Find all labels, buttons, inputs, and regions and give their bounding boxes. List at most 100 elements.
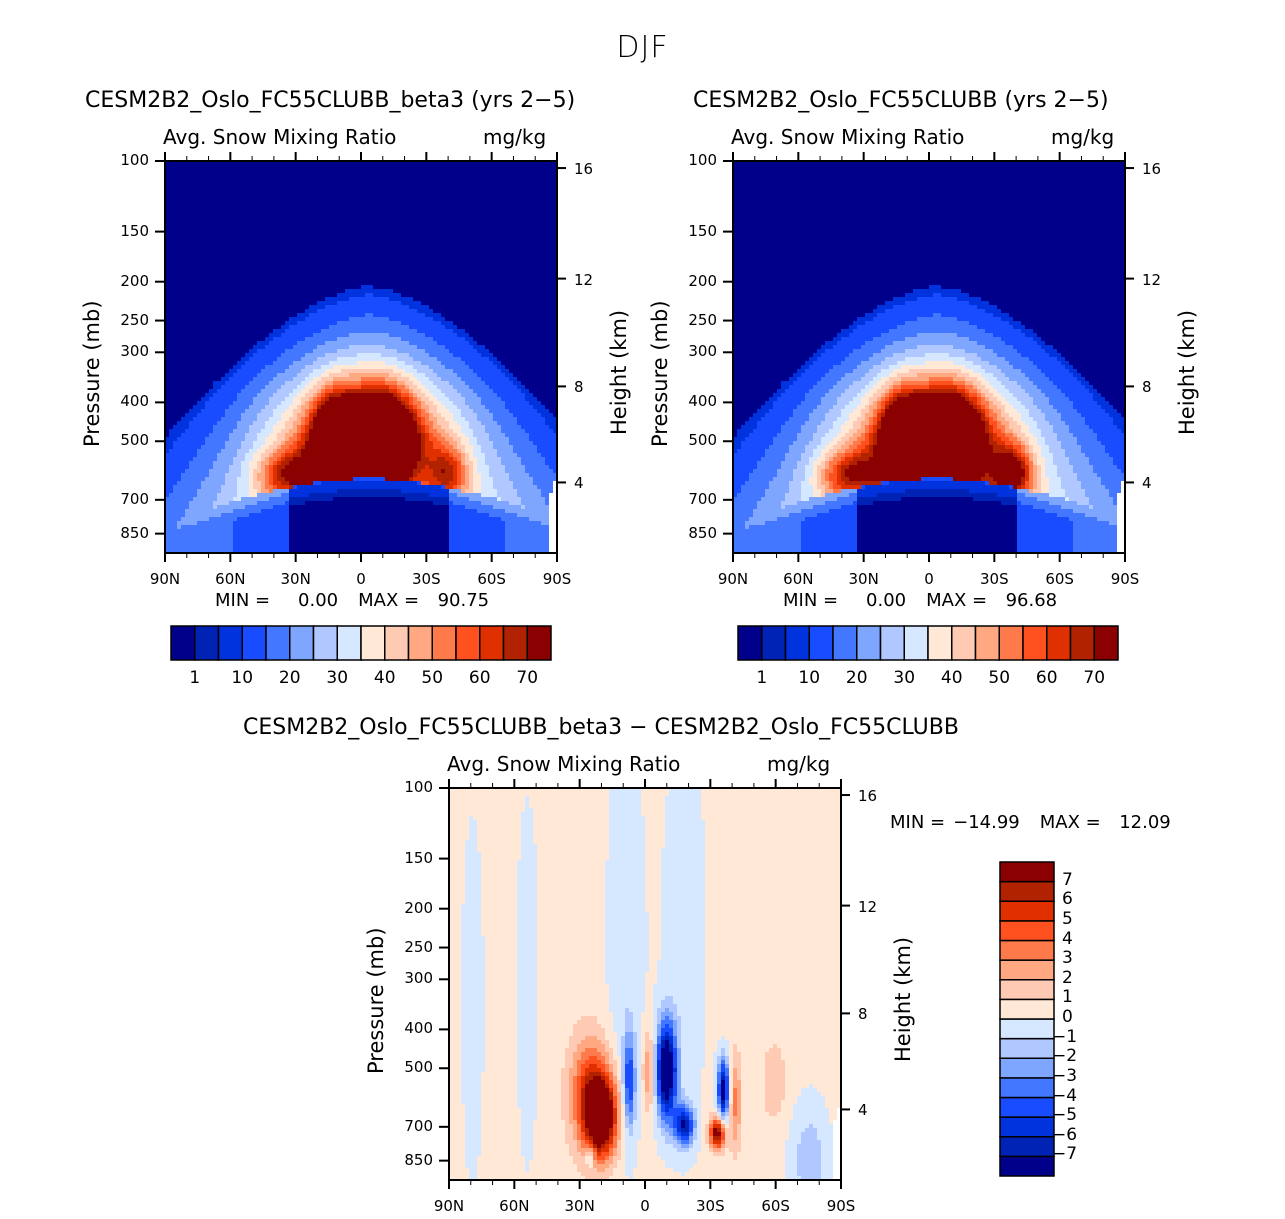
contour-cell: [193, 185, 198, 190]
contour-cell: [233, 277, 238, 282]
contour-cell: [189, 225, 194, 230]
contour-cell: [209, 317, 214, 322]
contour-cell: [461, 333, 466, 338]
contour-cell: [301, 217, 306, 222]
contour-cell: [381, 185, 386, 190]
contour-cell: [509, 241, 514, 246]
contour-cell: [197, 205, 202, 210]
contour-cell: [497, 209, 502, 214]
contour-cell: [525, 177, 530, 182]
contour-cell: [365, 337, 370, 342]
contour-cell: [521, 281, 526, 286]
contour-cell: [173, 265, 178, 270]
contour-cell: [257, 241, 262, 246]
contour-cell: [165, 321, 170, 326]
contour-cell: [337, 233, 342, 238]
contour-cell: [249, 209, 254, 214]
contour-cell: [493, 185, 498, 190]
contour-cell: [289, 349, 294, 354]
contour-cell: [381, 165, 386, 170]
contour-cell: [465, 221, 470, 226]
contour-cell: [541, 185, 546, 190]
contour-cell: [173, 357, 178, 362]
contour-cell: [281, 345, 286, 350]
contour-cell: [421, 201, 426, 206]
contour-cell: [269, 333, 274, 338]
contour-cell: [445, 273, 450, 278]
contour-cell: [417, 209, 422, 214]
contour-cell: [549, 285, 554, 290]
contour-cell: [249, 329, 254, 334]
contour-cell: [429, 357, 434, 362]
contour-cell: [453, 193, 458, 198]
contour-cell: [189, 237, 194, 242]
contour-cell: [437, 261, 442, 266]
contour-cell: [169, 193, 174, 198]
contour-cell: [249, 301, 254, 306]
contour-cell: [553, 189, 558, 194]
contour-cell: [213, 229, 218, 234]
contour-cell: [221, 181, 226, 186]
contour-cell: [341, 297, 346, 302]
contour-cell: [485, 161, 490, 166]
contour-cell: [501, 317, 506, 322]
contour-cell: [509, 181, 514, 186]
contour-cell: [393, 237, 398, 242]
contour-cell: [397, 217, 402, 222]
contour-cell: [529, 201, 534, 206]
contour-cell: [181, 185, 186, 190]
contour-cell: [297, 173, 302, 178]
contour-cell: [305, 353, 310, 358]
contour-cell: [389, 249, 394, 254]
contour-cell: [425, 265, 430, 270]
contour-cell: [521, 201, 526, 206]
contour-cell: [409, 237, 414, 242]
contour-cell: [525, 205, 530, 210]
contour-cell: [197, 349, 202, 354]
contour-cell: [261, 349, 266, 354]
contour-cell: [393, 197, 398, 202]
contour-cell: [309, 313, 314, 318]
contour-cell: [405, 341, 410, 346]
contour-cell: [357, 281, 362, 286]
contour-cell: [249, 253, 254, 258]
contour-cell: [529, 277, 534, 282]
contour-cell: [437, 257, 442, 262]
contour-cell: [293, 281, 298, 286]
contour-cell: [425, 253, 430, 258]
contour-cell: [177, 361, 182, 366]
contour-cell: [261, 273, 266, 278]
contour-cell: [545, 201, 550, 206]
contour-cell: [533, 221, 538, 226]
contour-cell: [337, 325, 342, 330]
contour-cell: [317, 241, 322, 246]
contour-cell: [189, 193, 194, 198]
contour-cell: [545, 333, 550, 338]
contour-cell: [253, 205, 258, 210]
contour-cell: [273, 321, 278, 326]
contour-cell: [401, 337, 406, 342]
contour-cell: [465, 169, 470, 174]
contour-cell: [549, 241, 554, 246]
contour-cell: [233, 325, 238, 330]
contour-cell: [181, 233, 186, 238]
contour-cell: [385, 173, 390, 178]
contour-cell: [489, 261, 494, 266]
contour-cell: [497, 293, 502, 298]
contour-cell: [265, 317, 270, 322]
contour-cell: [257, 321, 262, 326]
contour-cell: [297, 253, 302, 258]
contour-cell: [381, 289, 386, 294]
contour-cell: [429, 201, 434, 206]
contour-cell: [409, 353, 414, 358]
contour-cell: [249, 249, 254, 254]
contour-cell: [485, 281, 490, 286]
contour-cell: [365, 253, 370, 258]
contour-cell: [461, 237, 466, 242]
contour-cell: [533, 285, 538, 290]
contour-cell: [361, 293, 366, 298]
contour-cell: [529, 269, 534, 274]
contour-cell: [501, 205, 506, 210]
contour-cell: [385, 301, 390, 306]
contour-cell: [345, 181, 350, 186]
